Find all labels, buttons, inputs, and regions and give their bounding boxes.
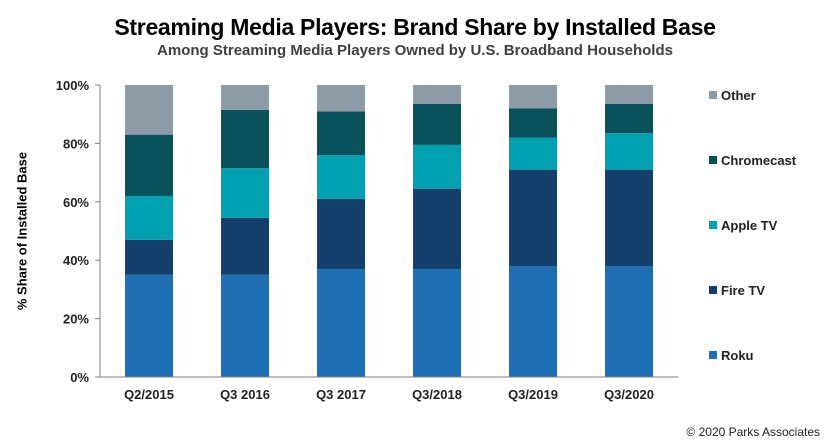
bar-segment-chromecast-q3-2018 — [413, 103, 461, 145]
y-tick-label: 100% — [56, 78, 90, 93]
legend-swatch-apple-tv — [709, 221, 717, 229]
bar-segment-other-q3-2017 — [317, 85, 365, 112]
bar-segment-roku-q2-2015 — [125, 274, 173, 377]
x-tick-label: Q3/2018 — [412, 387, 462, 402]
copyright-footer: © 2020 Parks Associates — [686, 425, 820, 439]
bar-segment-other-q3-2020 — [605, 85, 653, 104]
bar-segment-roku-q3-2017 — [317, 268, 365, 377]
x-tick-label: Q3/2019 — [508, 387, 558, 402]
axes-group: 0% 20% 40% 60% 80% 100% — [56, 78, 678, 385]
chart-title: Streaming Media Players: Brand Share by … — [114, 14, 716, 40]
bar-segment-chromecast-q3-2020 — [605, 103, 653, 134]
bar-segment-chromecast-q2-2015 — [125, 134, 173, 196]
chart-subtitle: Among Streaming Media Players Owned by U… — [157, 42, 673, 59]
legend-label: Chromecast — [721, 153, 797, 168]
bars-group: Q2/2015 Q3 2016 Q3 2017 Q3/2018 Q3/2019 Q3/20… — [124, 85, 654, 402]
bar-segment-fire-tv-q2-2015 — [125, 239, 173, 275]
legend-swatch-fire-tv — [709, 286, 717, 294]
legend-item-roku: Roku — [709, 348, 754, 363]
legend-swatch-chromecast — [709, 156, 717, 164]
legend-item-chromecast: Chromecast — [709, 153, 796, 168]
bar-segment-roku-q3-2016 — [221, 274, 269, 377]
bar-segment-chromecast-q3-2017 — [317, 111, 365, 156]
bar-segment-apple-tv-q3-2017 — [317, 155, 365, 199]
legend-item-other: Other — [709, 88, 756, 103]
x-tick-label: Q3 2017 — [316, 387, 366, 402]
bar-segment-apple-tv-q3-2018 — [413, 144, 461, 189]
bar-segment-other-q2-2015 — [125, 85, 173, 135]
y-tick-label: 40% — [63, 253, 89, 268]
legend-item-apple-tv: Apple TV — [709, 218, 777, 233]
bar-segment-fire-tv-q3-2018 — [413, 188, 461, 269]
legend-label: Roku — [721, 348, 754, 363]
y-tick-label: 80% — [63, 136, 89, 151]
bar-segment-apple-tv-q3-2016 — [221, 168, 269, 218]
bar-segment-other-q3-2019 — [509, 85, 557, 109]
bar-segment-apple-tv-q3-2019 — [509, 137, 557, 170]
x-tick-label: Q3/2020 — [604, 387, 654, 402]
x-tick-label: Q3 2016 — [220, 387, 270, 402]
bar-segment-fire-tv-q3-2016 — [221, 217, 269, 275]
bar-segment-roku-q3-2019 — [509, 266, 557, 377]
bar-segment-chromecast-q3-2019 — [509, 108, 557, 138]
bar-segment-other-q3-2018 — [413, 85, 461, 104]
bar-segment-fire-tv-q3-2020 — [605, 169, 653, 267]
legend-label: Apple TV — [721, 218, 778, 233]
bar-segment-chromecast-q3-2016 — [221, 109, 269, 169]
bar-segment-roku-q3-2020 — [605, 266, 653, 377]
bar-segment-roku-q3-2018 — [413, 268, 461, 377]
legend-item-fire-tv: Fire TV — [709, 283, 765, 298]
bar-segment-fire-tv-q3-2019 — [509, 169, 557, 267]
legend-swatch-other — [709, 91, 717, 99]
legend-swatch-roku — [709, 351, 717, 359]
bar-segment-fire-tv-q3-2017 — [317, 198, 365, 269]
legend-label: Fire TV — [721, 283, 766, 298]
bar-segment-apple-tv-q2-2015 — [125, 195, 173, 240]
y-tick-label: 20% — [63, 312, 89, 327]
bar-segment-apple-tv-q3-2020 — [605, 133, 653, 170]
legend-label: Other — [721, 88, 756, 103]
x-tick-label: Q2/2015 — [124, 387, 174, 402]
y-tick-label: 0% — [70, 370, 89, 385]
bar-segment-other-q3-2016 — [221, 85, 269, 110]
y-tick-label: 60% — [63, 195, 89, 210]
